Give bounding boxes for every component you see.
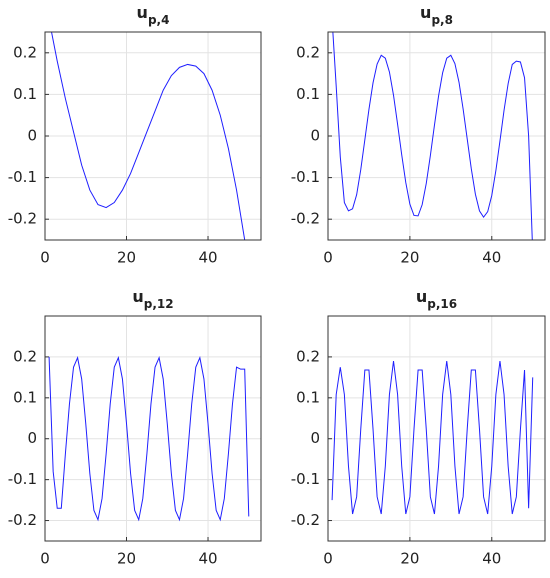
y-tick-label: -0.1 xyxy=(291,168,320,186)
y-tick-label: 0.2 xyxy=(13,347,37,365)
subplot-title: up,12 xyxy=(132,287,173,311)
subplot: 0.2 0.1 0 -0.1 -0.2 0 20 40 up,4 xyxy=(8,3,262,267)
x-tick-label: 40 xyxy=(198,249,217,267)
subplot-title: up,4 xyxy=(137,3,170,27)
y-tick-label: -0.2 xyxy=(291,511,320,529)
y-tick-label: -0.2 xyxy=(8,210,37,228)
data-line xyxy=(48,356,250,522)
y-tick-label: -0.1 xyxy=(291,470,320,488)
y-tick-label: 0 xyxy=(310,429,320,447)
x-tick-label: 0 xyxy=(40,550,50,568)
axes-box xyxy=(327,31,546,241)
y-tick-label: 0 xyxy=(27,429,37,447)
x-tick-label: 0 xyxy=(323,249,333,267)
y-tick-label: 0.2 xyxy=(296,43,320,61)
title-main: u xyxy=(420,3,431,22)
title-subscript: p,8 xyxy=(431,13,453,27)
subplot-title: up,8 xyxy=(420,3,453,27)
x-tick-label: 20 xyxy=(117,249,136,267)
data-line xyxy=(332,32,533,240)
y-tick-label: 0.1 xyxy=(296,85,320,103)
y-tick-label: -0.1 xyxy=(8,168,37,186)
subplot-title: up,16 xyxy=(416,287,457,311)
subplot: 0.2 0.1 0 -0.1 -0.2 0 20 40 up,16 xyxy=(291,287,546,568)
data-line xyxy=(51,32,246,240)
y-tick-label: -0.2 xyxy=(8,511,37,529)
x-tick-label: 20 xyxy=(400,550,419,568)
x-tick-label: 40 xyxy=(482,249,501,267)
title-main: u xyxy=(132,287,143,306)
x-tick-label: 0 xyxy=(40,249,50,267)
title-subscript: p,16 xyxy=(427,297,457,311)
axes-box xyxy=(44,315,262,542)
y-tick-label: 0.2 xyxy=(296,347,320,365)
x-tick-label: 20 xyxy=(400,249,419,267)
x-tick-label: 40 xyxy=(198,550,217,568)
title-subscript: p,4 xyxy=(148,13,170,27)
title-subscript: p,12 xyxy=(144,297,174,311)
title-main: u xyxy=(416,287,427,306)
x-tick-label: 20 xyxy=(117,550,136,568)
y-tick-label: 0.2 xyxy=(13,43,37,61)
y-tick-label: -0.2 xyxy=(291,210,320,228)
x-tick-label: 40 xyxy=(482,550,501,568)
axes-background xyxy=(45,316,261,541)
axes-box xyxy=(327,315,546,542)
x-tick-label: 0 xyxy=(323,550,333,568)
y-tick-label: -0.1 xyxy=(8,470,37,488)
y-tick-label: 0.1 xyxy=(296,388,320,406)
subplot: 0.2 0.1 0 -0.1 -0.2 0 20 40 up,12 xyxy=(8,287,262,568)
y-tick-label: 0 xyxy=(27,127,37,145)
axes-box xyxy=(44,31,262,241)
title-main: u xyxy=(137,3,148,22)
y-tick-label: 0.1 xyxy=(13,388,37,406)
y-tick-label: 0 xyxy=(310,127,320,145)
y-tick-label: 0.1 xyxy=(13,85,37,103)
data-line xyxy=(331,360,534,515)
subplot: 0.2 0.1 0 -0.1 -0.2 0 20 40 up,8 xyxy=(291,3,546,267)
axes-background xyxy=(328,316,545,541)
